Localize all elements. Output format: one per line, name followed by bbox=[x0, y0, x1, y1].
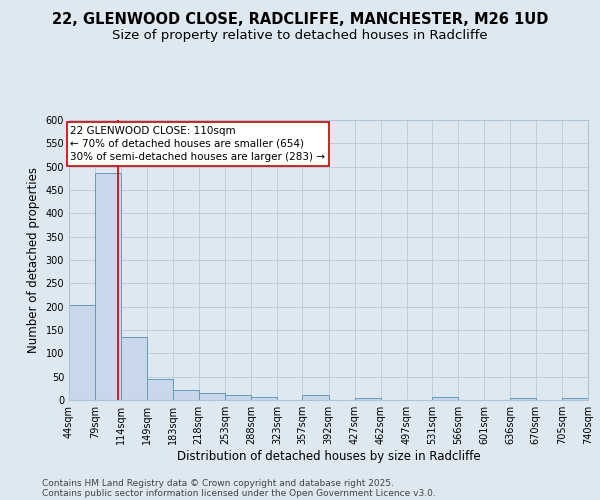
Bar bbox=[121, 337, 147, 400]
Bar bbox=[562, 398, 588, 400]
Bar bbox=[69, 306, 95, 400]
Y-axis label: Number of detached properties: Number of detached properties bbox=[27, 167, 40, 353]
Bar bbox=[355, 398, 380, 400]
X-axis label: Distribution of detached houses by size in Radcliffe: Distribution of detached houses by size … bbox=[176, 450, 481, 463]
Bar bbox=[302, 396, 329, 400]
Text: Size of property relative to detached houses in Radcliffe: Size of property relative to detached ho… bbox=[112, 29, 488, 42]
Text: 22 GLENWOOD CLOSE: 110sqm
← 70% of detached houses are smaller (654)
30% of semi: 22 GLENWOOD CLOSE: 110sqm ← 70% of detac… bbox=[70, 126, 325, 162]
Bar bbox=[147, 379, 173, 400]
Bar bbox=[225, 395, 251, 400]
Text: 22, GLENWOOD CLOSE, RADCLIFFE, MANCHESTER, M26 1UD: 22, GLENWOOD CLOSE, RADCLIFFE, MANCHESTE… bbox=[52, 12, 548, 28]
Bar bbox=[95, 172, 121, 400]
Bar bbox=[251, 397, 277, 400]
Text: Contains public sector information licensed under the Open Government Licence v3: Contains public sector information licen… bbox=[42, 488, 436, 498]
Text: Contains HM Land Registry data © Crown copyright and database right 2025.: Contains HM Land Registry data © Crown c… bbox=[42, 478, 394, 488]
Bar bbox=[432, 396, 458, 400]
Bar bbox=[173, 390, 199, 400]
Bar bbox=[511, 398, 536, 400]
Bar bbox=[199, 393, 225, 400]
